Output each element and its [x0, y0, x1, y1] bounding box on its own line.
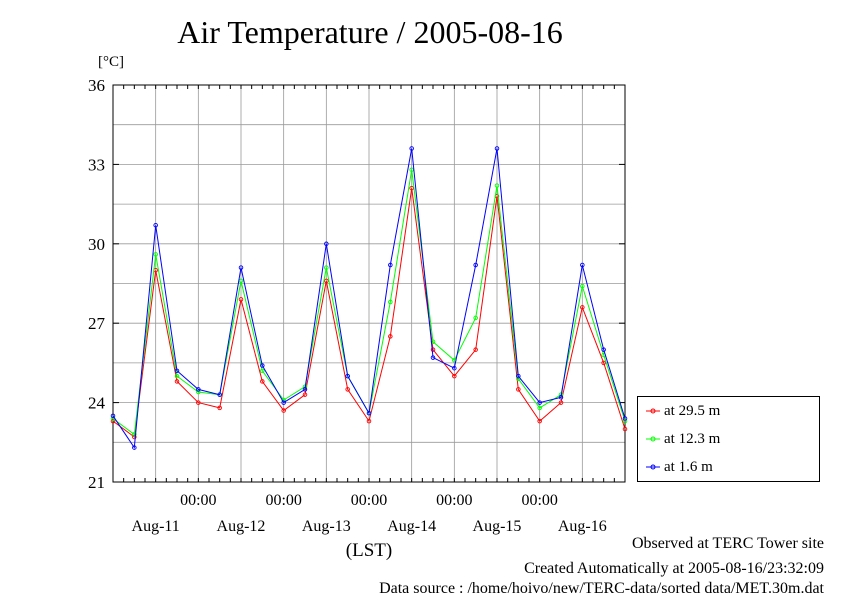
data-point: [537, 400, 542, 405]
data-point: [430, 347, 436, 352]
data-point: [622, 426, 628, 432]
data-point: [345, 387, 350, 392]
legend: at 29.5 m at 12.3 m at 1.6 m: [637, 396, 820, 482]
data-point: [132, 434, 137, 440]
x-day-label: Aug-15: [473, 518, 522, 535]
data-point: [430, 355, 436, 360]
data-point: [516, 387, 521, 392]
legend-label: at 1.6 m: [664, 458, 713, 475]
data-point: [345, 373, 350, 379]
legend-item-1-6m: at 1.6 m: [646, 457, 713, 477]
data-point: [110, 413, 116, 419]
data-point: [302, 392, 308, 397]
legend-label: at 29.5 m: [664, 402, 721, 419]
y-tick-label: 36: [88, 76, 105, 95]
data-point: [174, 379, 180, 384]
data-point: [110, 418, 116, 424]
data-point: [153, 223, 158, 228]
x-day-label: Aug-13: [302, 518, 351, 535]
data-point: [132, 432, 137, 437]
data-point: [217, 392, 222, 397]
x-day-label: Aug-14: [387, 518, 436, 535]
data-point: [580, 283, 585, 289]
x-day-label: Aug-12: [217, 518, 266, 535]
data-point: [388, 262, 393, 268]
data-point: [537, 418, 542, 424]
legend-item-12-3m: at 12.3 m: [646, 429, 720, 449]
footer-source: Data source : /home/hoivo/new/TERC-data/…: [379, 580, 824, 597]
x-tick-label: 00:00: [180, 492, 216, 509]
x-tick-label: 00:00: [436, 492, 472, 509]
x-tick-label: 00:00: [521, 492, 557, 509]
y-tick-label: 21: [88, 473, 105, 492]
data-point: [494, 183, 500, 188]
legend-marker-red-icon: [646, 408, 660, 414]
data-point: [601, 360, 606, 366]
data-point: [174, 368, 180, 374]
data-point: [324, 278, 329, 284]
x-day-label: Aug-16: [558, 518, 607, 535]
data-point: [388, 299, 393, 305]
y-axis-unit: [°C]: [98, 54, 124, 70]
data-point: [260, 363, 265, 368]
data-point: [174, 373, 180, 379]
data-point: [494, 146, 500, 151]
data-point: [473, 347, 478, 352]
legend-label: at 12.3 m: [664, 430, 721, 447]
x-day-label: Aug-11: [132, 518, 180, 535]
data-point: [196, 389, 201, 395]
data-point: [132, 445, 137, 450]
data-point: [580, 262, 585, 268]
footer-site: Observed at TERC Tower site: [631, 535, 824, 552]
data-point: [366, 418, 372, 424]
legend-marker-blue-icon: [646, 464, 660, 470]
data-point: [281, 400, 286, 405]
x-tick-label: 00:00: [265, 492, 301, 509]
legend-item-29-5m: at 29.5 m: [646, 401, 720, 421]
data-point: [196, 387, 201, 392]
data-point: [537, 405, 542, 411]
y-tick-label: 27: [88, 314, 106, 333]
data-point: [558, 395, 564, 400]
data-point: [302, 387, 308, 392]
data-point: [473, 262, 478, 268]
data-point: [260, 368, 265, 374]
data-point: [452, 365, 457, 371]
data-point: [388, 334, 393, 339]
data-point: [366, 410, 372, 416]
data-point: [281, 408, 286, 413]
y-tick-label: 24: [88, 394, 106, 413]
data-point: [260, 379, 265, 384]
legend-marker-green-icon: [646, 436, 660, 442]
data-point: [580, 305, 585, 310]
footer-created: Created Automatically at 2005-08-16/23:3…: [524, 560, 824, 577]
data-point: [473, 315, 478, 321]
data-point: [238, 297, 244, 302]
x-axis-label: (LST): [346, 540, 392, 561]
y-tick-label: 33: [88, 155, 105, 174]
y-tick-label: 30: [88, 235, 105, 254]
data-point: [558, 400, 564, 405]
data-point: [516, 373, 521, 379]
data-point: [622, 418, 628, 424]
series-line-2: [112, 148, 626, 450]
data-point: [238, 265, 244, 270]
series-line-0: [112, 188, 626, 438]
data-point: [153, 252, 158, 257]
chart-title: Air Temperature / 2005-08-16: [177, 14, 563, 50]
data-point: [409, 146, 414, 151]
data-point: [324, 265, 329, 270]
data-point: [217, 405, 222, 411]
data-point: [622, 416, 628, 421]
data-point: [196, 400, 201, 405]
data-point: [324, 241, 329, 247]
data-point: [601, 347, 606, 352]
x-tick-label: 00:00: [351, 492, 387, 509]
data-point: [409, 185, 414, 191]
data-point: [452, 373, 457, 379]
